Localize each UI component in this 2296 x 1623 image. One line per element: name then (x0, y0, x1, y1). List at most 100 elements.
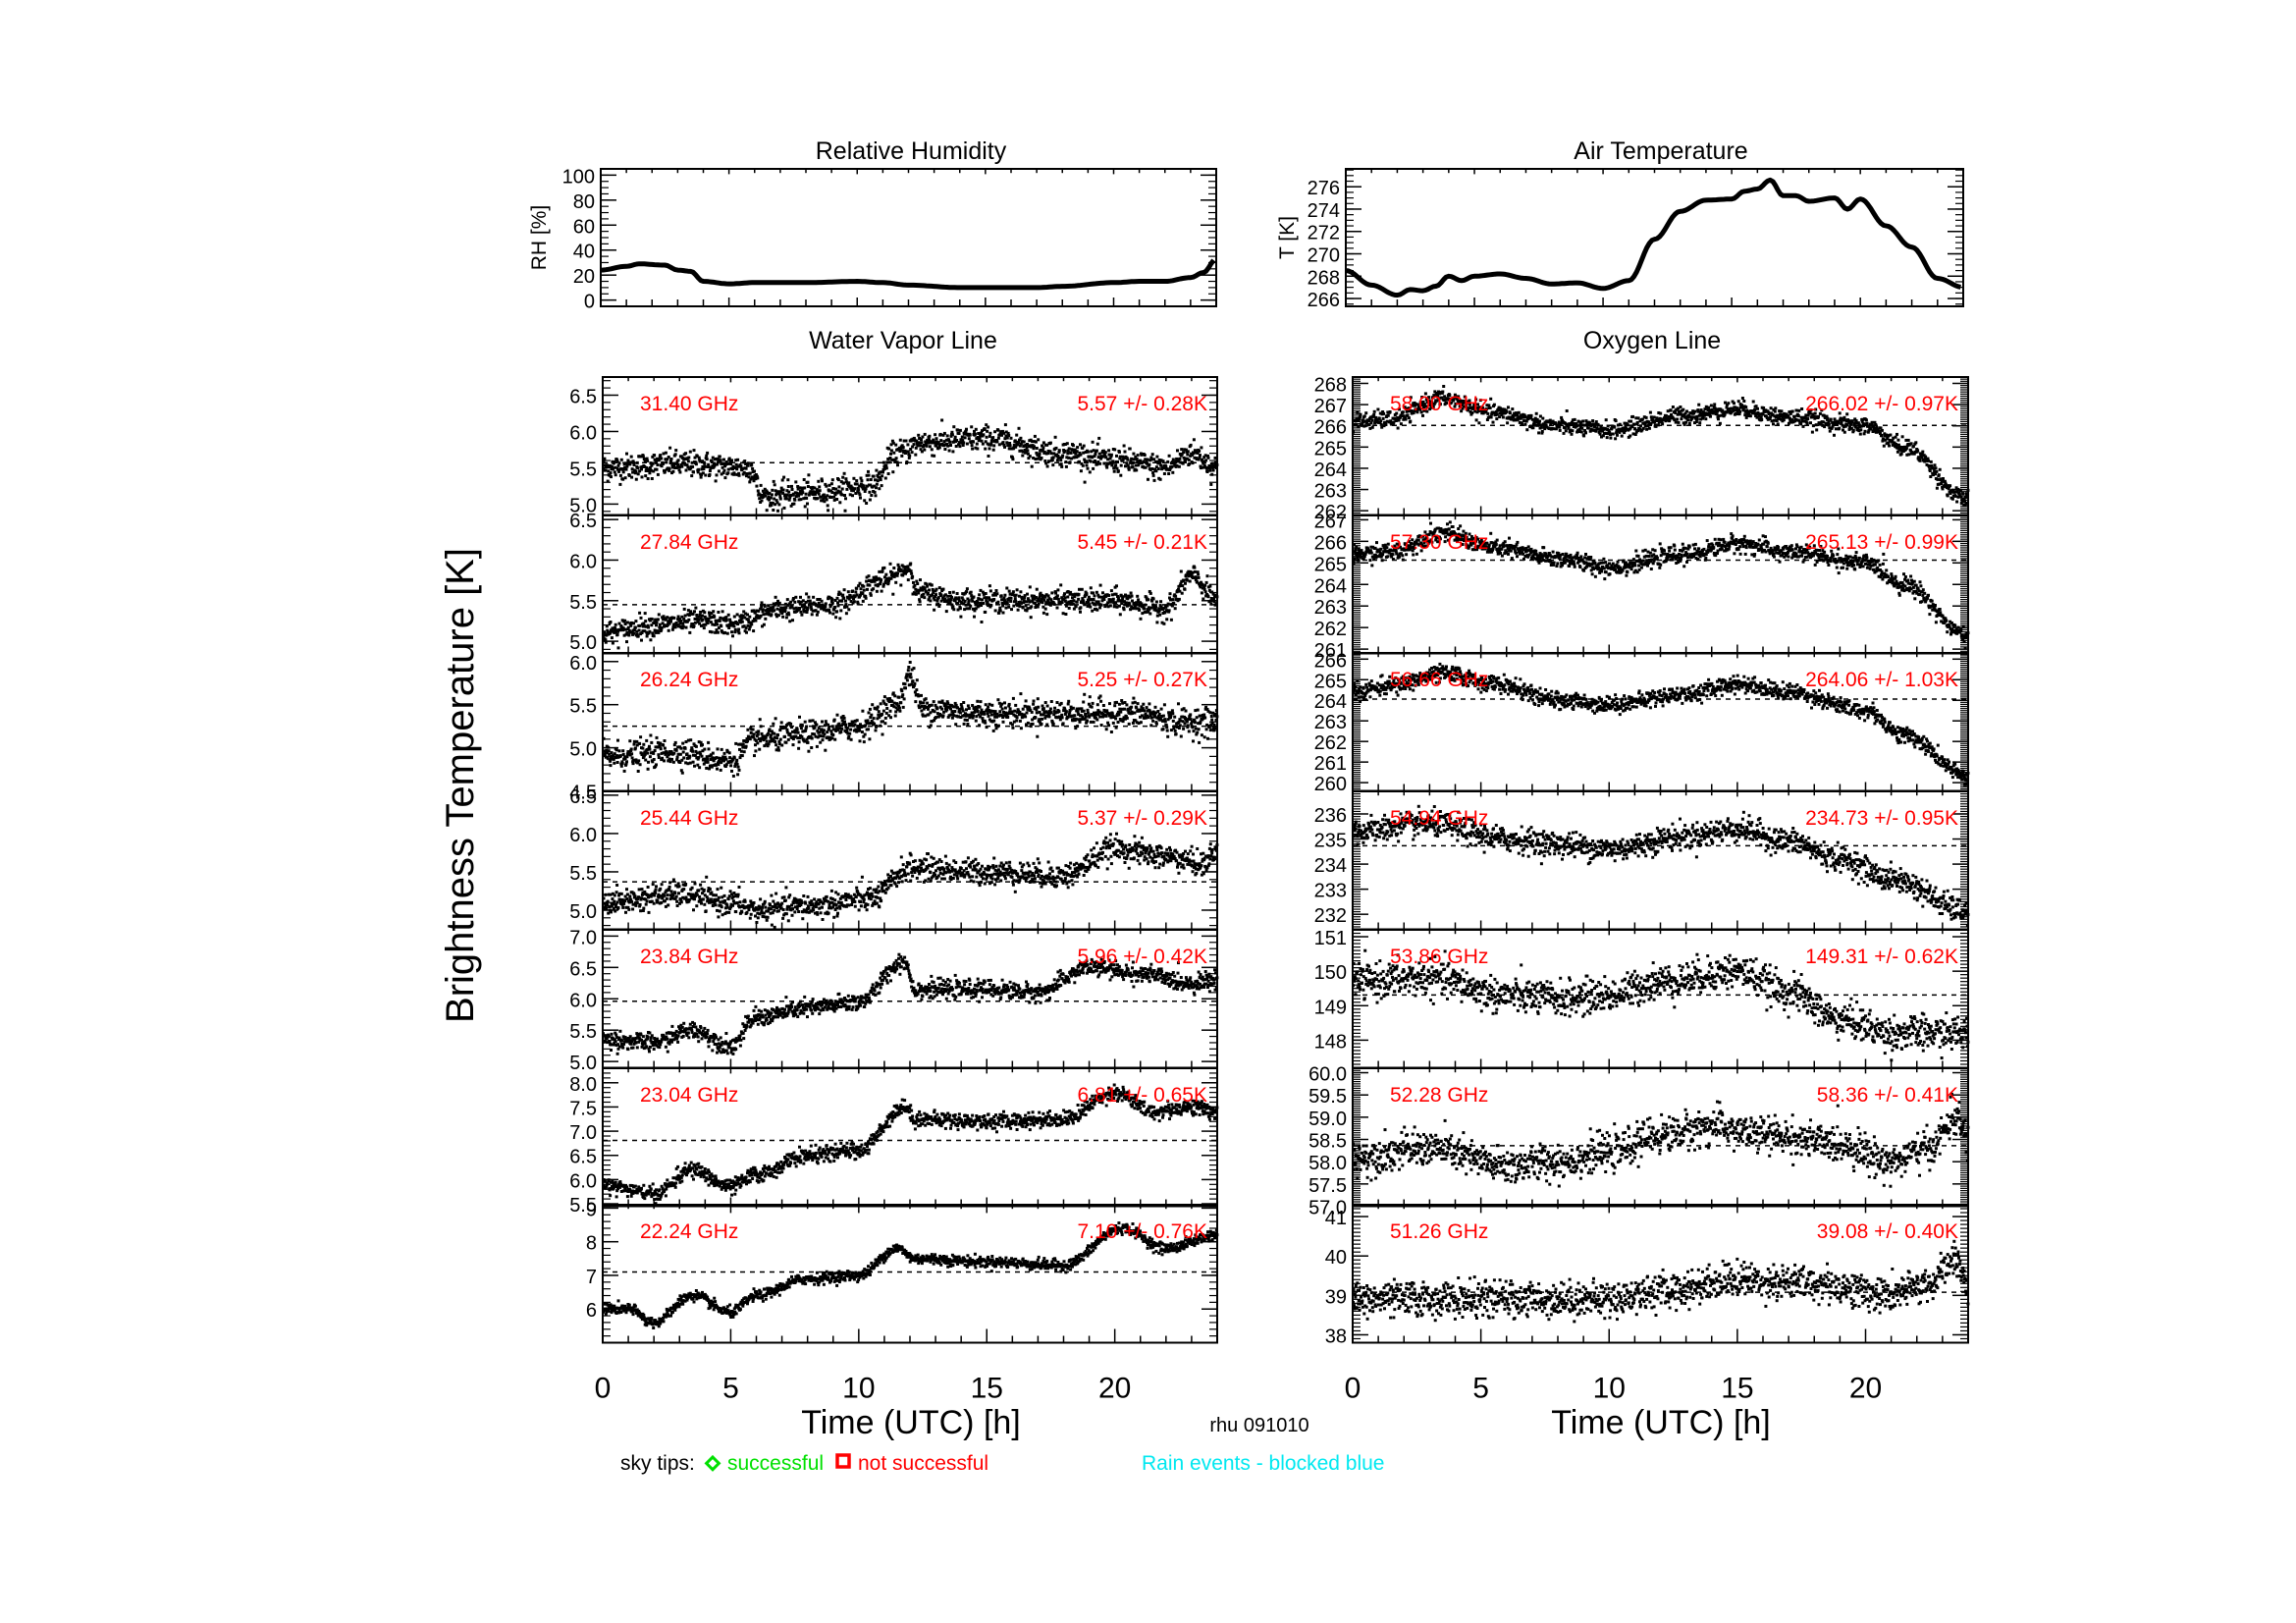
scatter-point (630, 752, 634, 756)
scatter-point (987, 705, 990, 709)
scatter-point (1155, 460, 1159, 463)
scatter-point (626, 459, 630, 462)
scatter-point (810, 613, 814, 617)
scatter-point (892, 567, 896, 569)
scatter-point (844, 477, 848, 481)
scatter-point (940, 418, 944, 422)
y-tick-label: 5.0 (569, 739, 597, 761)
scatter-point (899, 583, 903, 587)
scatter-point (736, 773, 740, 777)
scatter-point (631, 907, 635, 911)
scatter-point (939, 439, 943, 443)
scatter-point (790, 605, 794, 609)
scatter-point (767, 742, 771, 746)
scatter-point (702, 762, 706, 766)
scatter-point (1161, 728, 1165, 731)
scatter-point (909, 448, 913, 451)
scatter-point (889, 576, 893, 580)
scatter-point (738, 621, 742, 624)
scatter-point (892, 574, 896, 578)
scatter-point (1104, 714, 1108, 718)
scatter-point (968, 607, 972, 611)
scatter-point (1148, 711, 1152, 715)
scatter-point (1055, 606, 1059, 610)
scatter-point (1127, 467, 1131, 471)
scatter-point (1199, 464, 1202, 468)
scatter-point (1023, 448, 1027, 452)
scatter-point (664, 752, 667, 756)
scatter-point (1124, 601, 1128, 605)
scatter-point (740, 754, 744, 758)
scatter-point (1067, 456, 1071, 460)
scatter-point (977, 713, 981, 717)
scatter-point (643, 612, 647, 616)
scatter-point (609, 471, 613, 475)
scatter-point (710, 630, 714, 634)
scatter-point (1079, 469, 1083, 473)
scatter-point (918, 598, 922, 602)
scatter-point (1166, 718, 1170, 722)
scatter-point (875, 575, 878, 579)
y-tick-label: 20 (573, 266, 595, 288)
scatter-point (749, 477, 753, 481)
scatter-point (1045, 704, 1049, 708)
channel-stats: 5.25 +/- 0.27K (1077, 669, 1207, 691)
scatter-point (1188, 579, 1192, 583)
scatter-point (1135, 603, 1139, 607)
scatter-point (1146, 461, 1148, 465)
scatter-point (1124, 715, 1128, 719)
scatter-point (912, 585, 916, 589)
scatter-point (1112, 605, 1116, 609)
scatter-point (976, 447, 980, 451)
scatter-point (986, 601, 989, 605)
scatter-point (1071, 448, 1075, 452)
scatter-point (934, 595, 937, 598)
scatter-point (965, 590, 968, 594)
scatter-point (612, 902, 615, 906)
scatter-point (1114, 726, 1118, 730)
scatter-point (732, 615, 736, 619)
scatter-point (781, 491, 785, 495)
scatter-point (662, 751, 666, 755)
scatter-point (1179, 569, 1183, 573)
scatter-point (1093, 455, 1096, 459)
scatter-point (652, 758, 656, 761)
scatter-point (609, 759, 613, 763)
scatter-point (734, 910, 738, 914)
scatter-point (961, 598, 965, 602)
scatter-point (625, 452, 628, 456)
scatter-point (876, 473, 880, 477)
scatter-point (1119, 593, 1123, 597)
scatter-point (621, 628, 625, 632)
scatter-point (800, 489, 804, 492)
scatter-point (1011, 590, 1015, 594)
scatter-point (906, 578, 910, 582)
scatter-point (835, 491, 839, 495)
scatter-point (932, 700, 935, 704)
scatter-point (1086, 711, 1090, 715)
scatter-point (1003, 593, 1007, 597)
scatter-point (720, 761, 723, 765)
scatter-point (760, 605, 764, 609)
scatter-point (1034, 596, 1038, 599)
scatter-point (767, 604, 771, 608)
scatter-point (928, 438, 931, 442)
scatter-point (723, 755, 727, 759)
scatter-point (1202, 587, 1206, 591)
scatter-point (906, 565, 910, 568)
scatter-point (1154, 469, 1158, 473)
scatter-point (710, 891, 714, 894)
scatter-point (635, 632, 639, 636)
scatter-point (1039, 591, 1042, 595)
scatter-point (1016, 608, 1020, 612)
scatter-point (654, 765, 658, 769)
scatter-point (710, 465, 714, 469)
scatter-point (1204, 728, 1208, 731)
scatter-point (1101, 455, 1105, 459)
scatter-point (1017, 441, 1020, 444)
scatter-point (1180, 591, 1184, 595)
scatter-point (747, 475, 751, 479)
scatter-point (978, 705, 982, 709)
scatter-point (953, 701, 957, 705)
rh-title: Relative Humidity (816, 137, 1007, 165)
